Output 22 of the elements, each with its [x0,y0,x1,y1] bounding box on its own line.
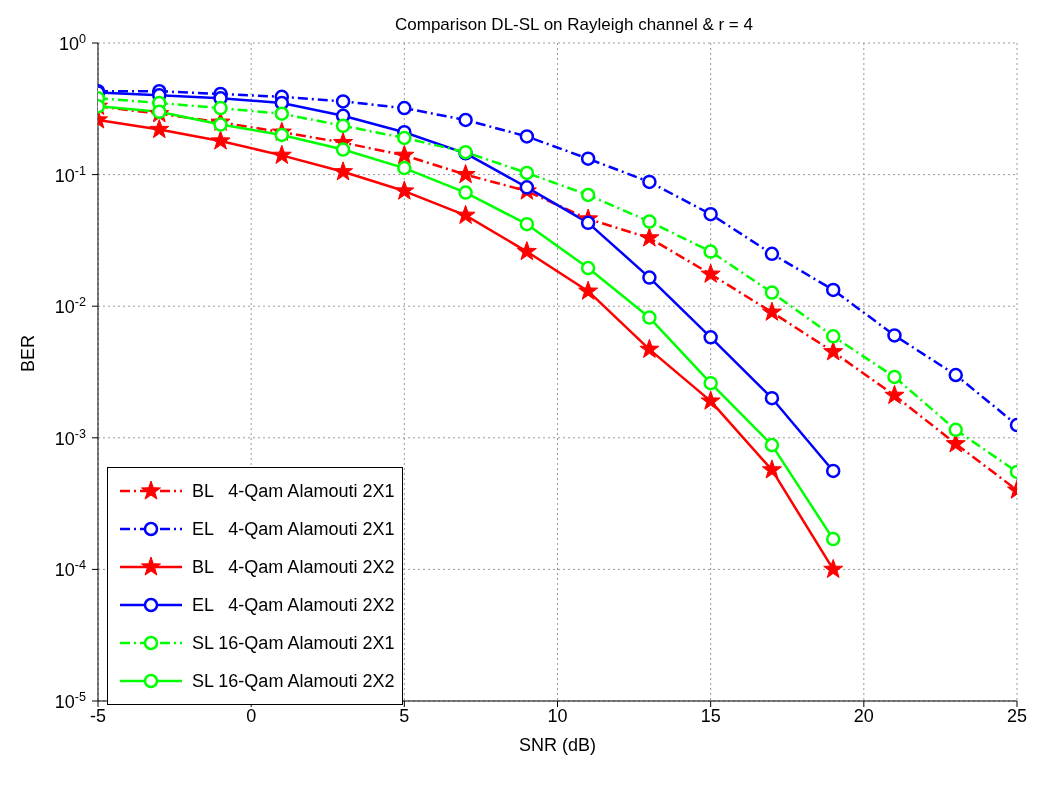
x-tick-label: -5 [89,705,107,726]
legend-label: SL 16-Qam Alamouti 2X1 [192,632,395,654]
y-tick-label: 10$^{0}$ [58,32,86,54]
x-tick-label: 5 [399,705,410,726]
x-tick-label: 0 [246,705,257,726]
y-tick-label: 10$^{-2}$ [54,295,86,318]
x-tick-label: 20 [853,705,874,726]
y-tick-label: 10$^{-3}$ [54,426,86,449]
y-tick-label: 10$^{-5}$ [54,690,86,712]
legend-label: BL 4-Qam Alamouti 2X2 [192,556,395,578]
legend-label: EL 4-Qam Alamouti 2X2 [192,594,395,616]
x-tick-label: 25 [1006,705,1028,726]
y-tick-label: 10$^{-4}$ [54,558,86,581]
x-tick-label: 10 [547,705,568,726]
y-tick-label: 10$^{-1}$ [54,163,86,186]
x-tick-label: 15 [700,705,721,726]
legend-label: SL 16-Qam Alamouti 2X2 [192,670,395,692]
chart-title: Comparison DL-SL on Rayleigh channel & r = 4 [395,15,753,34]
x-axis-title: SNR (dB) [518,735,597,755]
legend-label: BL 4-Qam Alamouti 2X1 [192,480,395,502]
y-axis-title: BER [18,334,39,372]
legend-label: EL 4-Qam Alamouti 2X1 [192,518,395,540]
